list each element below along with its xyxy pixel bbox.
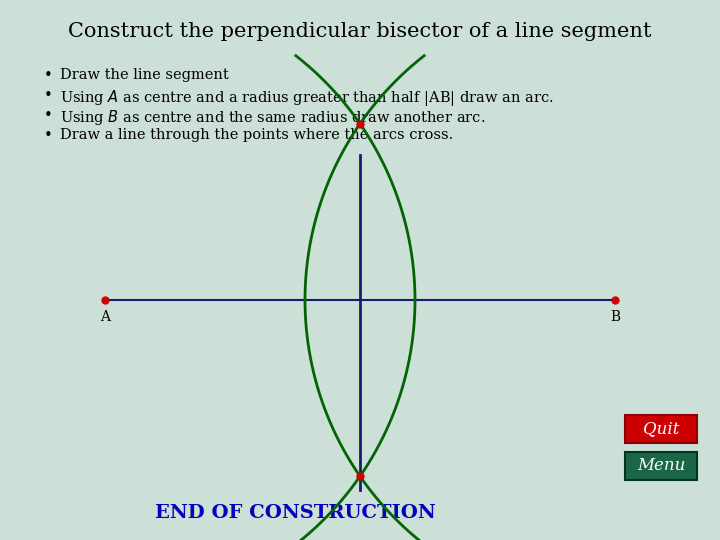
Text: Menu: Menu — [636, 457, 685, 475]
Text: B: B — [610, 310, 620, 324]
Text: Draw a line through the points where the arcs cross.: Draw a line through the points where the… — [60, 128, 454, 142]
FancyBboxPatch shape — [625, 415, 697, 443]
Text: •: • — [44, 88, 53, 103]
Text: Quit: Quit — [643, 421, 679, 437]
Text: Using $\mathit{A}$ as centre and a radius greater than half |AB| draw an arc.: Using $\mathit{A}$ as centre and a radiu… — [60, 88, 554, 108]
FancyBboxPatch shape — [625, 452, 697, 480]
Text: •: • — [44, 68, 53, 83]
Text: END OF CONSTRUCTION: END OF CONSTRUCTION — [155, 504, 436, 522]
Text: Draw the line segment: Draw the line segment — [60, 68, 229, 82]
Text: A: A — [100, 310, 110, 324]
Text: •: • — [44, 108, 53, 123]
Text: •: • — [44, 128, 53, 143]
Text: Construct the perpendicular bisector of a line segment: Construct the perpendicular bisector of … — [68, 22, 652, 41]
Text: Using $\mathit{B}$ as centre and the same radius draw another arc.: Using $\mathit{B}$ as centre and the sam… — [60, 108, 485, 127]
